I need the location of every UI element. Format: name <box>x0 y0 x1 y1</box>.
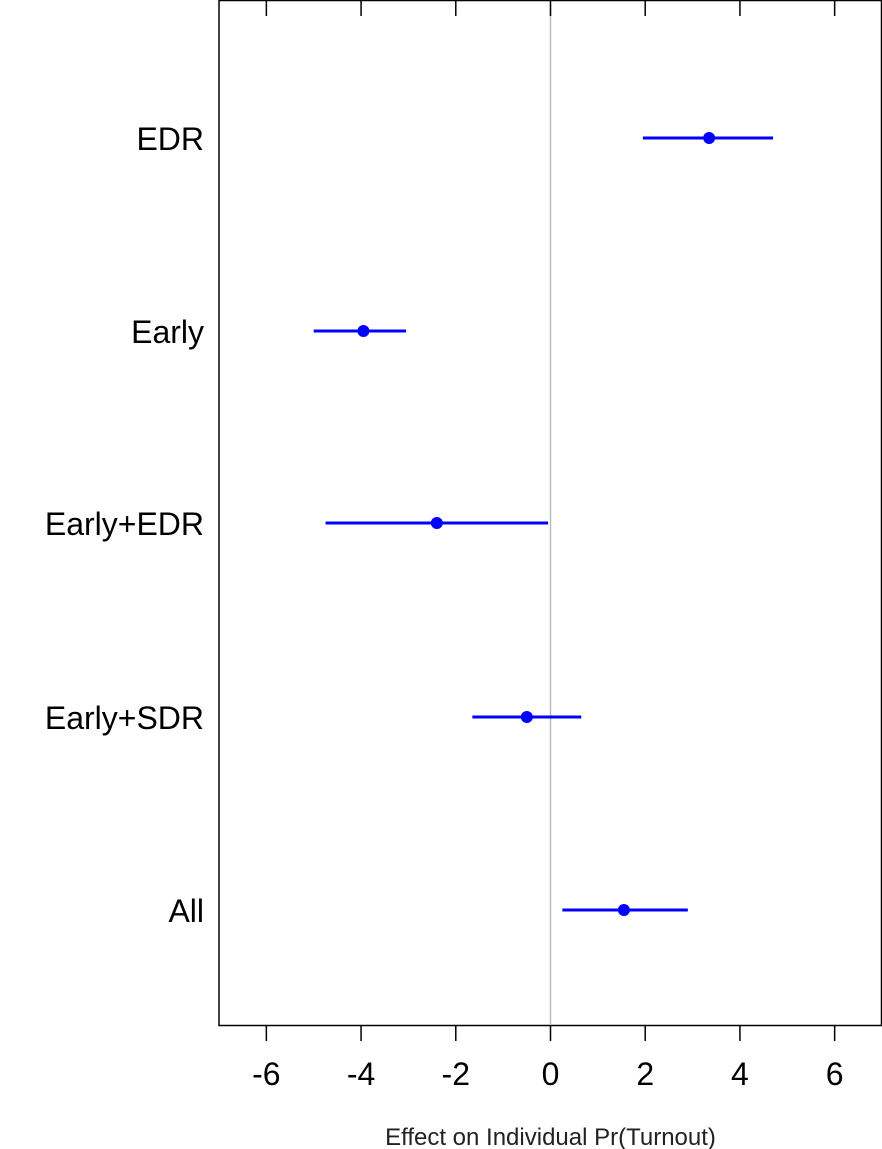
x-tick-label: 2 <box>636 1056 654 1092</box>
y-category-label: EDR <box>136 121 204 157</box>
point-estimate <box>520 711 533 723</box>
y-category-label: All <box>168 893 204 929</box>
x-tick-label: -2 <box>442 1056 470 1092</box>
x-tick-label: -4 <box>347 1056 375 1092</box>
x-tick-label: 4 <box>731 1056 749 1092</box>
point-estimate <box>430 517 443 529</box>
x-axis-title: Effect on Individual Pr(Turnout) <box>385 1124 716 1149</box>
point-estimate <box>617 904 630 916</box>
point-estimate <box>357 325 370 337</box>
y-category-label: Early <box>131 314 204 350</box>
x-tick-label: -6 <box>252 1056 280 1092</box>
x-tick-label: 0 <box>542 1056 560 1092</box>
y-axis-labels: EDR Early Early+EDR Early+SDR All <box>45 121 204 929</box>
estimates-layer <box>313 132 774 916</box>
point-estimate <box>703 132 716 144</box>
x-axis: -6 -4 -2 0 2 4 6 <box>252 1025 844 1092</box>
y-category-label: Early+EDR <box>45 506 204 542</box>
x-tick-label: 6 <box>826 1056 844 1092</box>
y-category-label: Early+SDR <box>45 700 204 736</box>
top-axis-ticks <box>265 0 836 16</box>
